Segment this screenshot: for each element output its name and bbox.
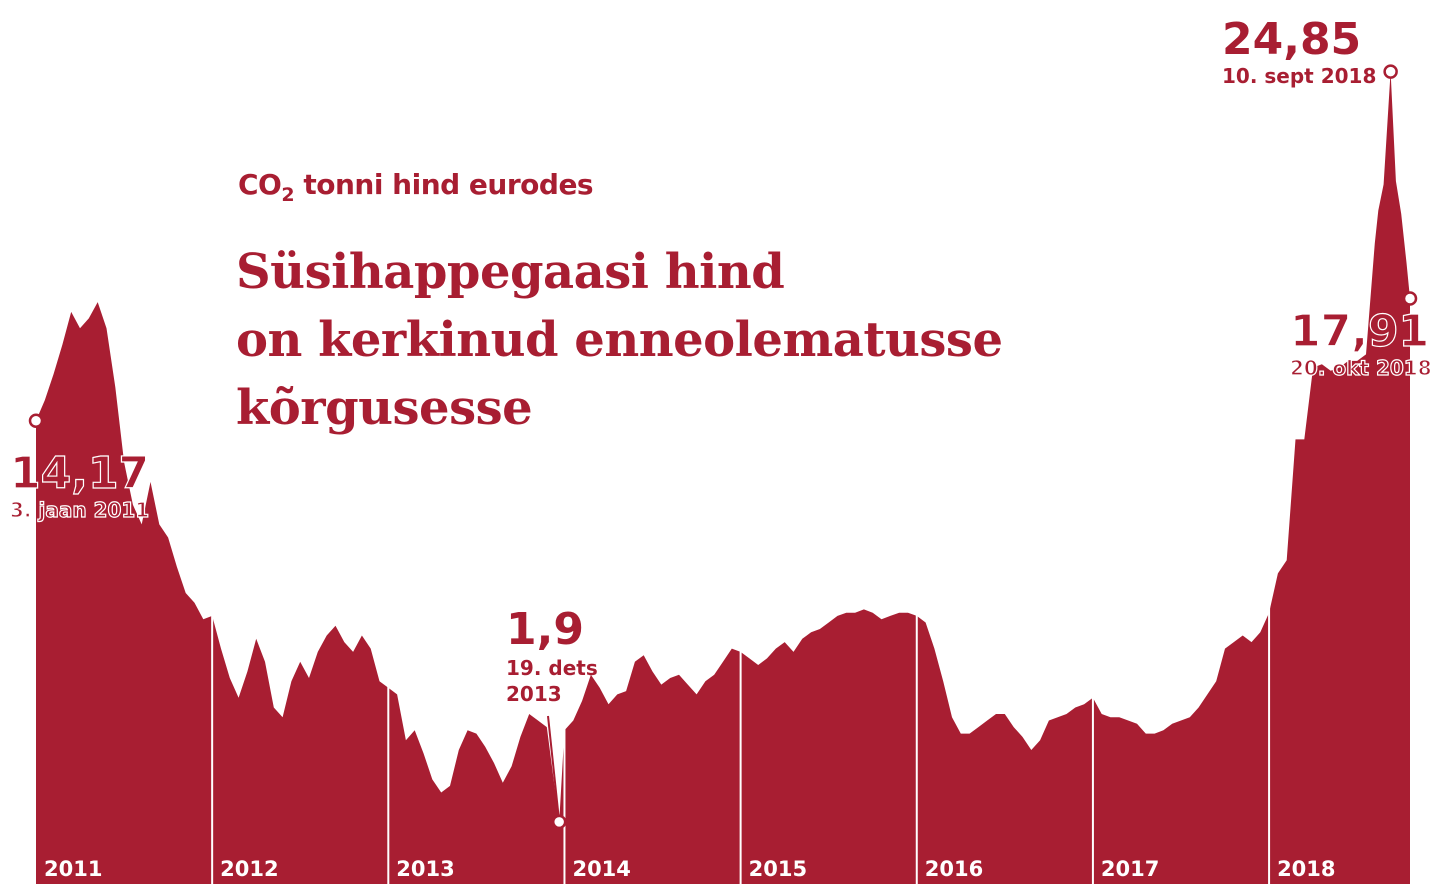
year-label-2016: 2016: [925, 857, 983, 881]
start-annotation: 14,17 3. jaan 2011: [9, 448, 150, 522]
low-marker: [551, 814, 567, 830]
peak-annotation: 24,85 10. sept 2018: [1222, 14, 1377, 88]
start-marker: [28, 413, 44, 428]
subtitle-co: CO: [238, 168, 282, 201]
year-label-2011: 2011: [44, 857, 102, 881]
low-date-line1: 19. dets: [506, 656, 598, 680]
chart-subtitle: CO2 tonni hind eurodes: [238, 168, 594, 206]
title-line-2: on kerkinud enneolematusse: [236, 312, 1003, 368]
start-date: 3. jaan 2011: [9, 498, 150, 522]
chart-title: Süsihappegaasi hind on kerkinud enneolem…: [236, 238, 1036, 442]
end-value: 17,91: [1289, 306, 1430, 357]
year-label-2017: 2017: [1101, 857, 1159, 881]
low-annotation: 1,9 19. dets 2013: [506, 604, 598, 706]
title-line-1: Süsihappegaasi hind: [236, 244, 785, 300]
low-date-line2: 2013: [506, 682, 562, 706]
start-value: 14,17: [9, 448, 150, 499]
year-label-2014: 2014: [572, 857, 630, 881]
year-label-2018: 2018: [1277, 857, 1335, 881]
low-leader: [547, 715, 561, 822]
year-label-2015: 2015: [749, 857, 807, 881]
title-line-3: kõrgusesse: [236, 380, 533, 436]
low-value: 1,9: [506, 604, 584, 655]
end-date: 20. okt 2018: [1289, 356, 1432, 380]
year-label-2013: 2013: [396, 857, 454, 881]
end-marker: [1402, 291, 1418, 306]
peak-marker: [1383, 64, 1398, 79]
peak-date: 10. sept 2018: [1222, 64, 1377, 88]
subtitle-subscript: 2: [281, 184, 295, 206]
end-annotation: 17,91 20. okt 2018: [1289, 306, 1432, 380]
price-area: [36, 71, 1410, 885]
annotation-markers: [28, 64, 1418, 830]
year-dividers: [211, 560, 1271, 884]
year-tick-labels: 2011 2012 2013 2014 2015 2016 2017 2018: [44, 857, 1336, 881]
year-label-2012: 2012: [220, 857, 278, 881]
subtitle-rest: tonni hind eurodes: [294, 168, 594, 201]
peak-value: 24,85: [1222, 14, 1362, 65]
